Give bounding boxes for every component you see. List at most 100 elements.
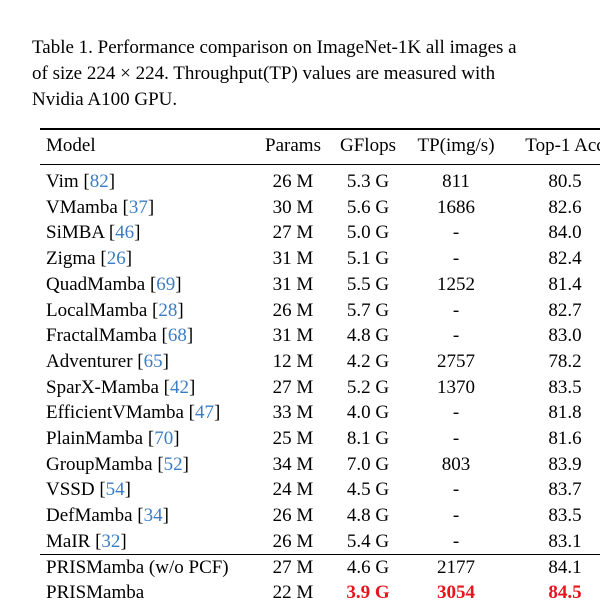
value-cell: 80.5 — [548, 171, 582, 192]
value-cell: 83.7 — [548, 479, 582, 501]
model-cell: EfficientVMamba [47] — [46, 401, 220, 425]
value-cell: 82.6 — [548, 196, 582, 218]
citation-number: 47 — [194, 402, 214, 424]
caption-line: Table 1. Performance comparison on Image… — [32, 37, 517, 58]
header-cell: Top-1 Acc — [525, 135, 600, 156]
value-cell: 26 M — [272, 530, 314, 552]
model-name: Vim — [46, 171, 79, 192]
value-cell: 31 M — [272, 248, 314, 270]
citation-number: 54 — [105, 479, 125, 501]
value-cell: 27 M — [272, 556, 314, 578]
value-cell: - — [452, 248, 460, 270]
model-name: Adventurer — [46, 350, 133, 372]
value-cell: 5.6 G — [346, 196, 390, 218]
value-cell: 1252 — [437, 273, 475, 295]
model-name: PRISMamba (w/o PCF) — [46, 556, 229, 578]
model-name: VSSD — [46, 479, 95, 501]
value-cell: 84.1 — [548, 556, 582, 578]
value-cell: 81.4 — [548, 273, 582, 295]
value-cell: 83.1 — [548, 530, 582, 552]
model-cell: PlainMamba [70] — [46, 427, 180, 451]
header-cell: GFlops — [340, 135, 396, 156]
model-cell: FractalMamba [68] — [46, 324, 193, 348]
value-cell: 1686 — [437, 196, 475, 218]
model-cell: PRISMamba — [46, 581, 144, 605]
model-cell: GroupMamba [52] — [46, 453, 189, 477]
citation-number: 26 — [106, 248, 126, 270]
header-cell: Params — [265, 135, 321, 156]
citation: [37] — [122, 196, 155, 218]
value-cell: - — [452, 299, 460, 321]
value-cell: 31 M — [272, 325, 314, 347]
value-cell: 83.5 — [548, 376, 582, 398]
group-rule — [40, 554, 600, 555]
header-cell: Model — [46, 135, 96, 156]
citation: [70] — [147, 428, 180, 449]
model-name: SparX-Mamba — [46, 376, 159, 398]
value-cell: - — [452, 505, 460, 527]
value-cell: 4.8 G — [346, 325, 390, 347]
citation-number: 52 — [163, 453, 183, 475]
value-cell: 7.0 G — [346, 453, 390, 475]
value-cell: 4.0 G — [346, 402, 390, 424]
model-name: GroupMamba — [46, 453, 153, 475]
value-cell: 12 M — [272, 350, 314, 372]
value-cell: 81.8 — [548, 402, 582, 424]
citation: [26] — [100, 248, 133, 270]
value-cell: 26 M — [272, 505, 314, 527]
citation: [28] — [152, 299, 184, 321]
value-cell: 4.5 G — [346, 479, 390, 501]
citation: [69] — [149, 273, 182, 295]
model-cell: Adventurer [65] — [46, 350, 169, 374]
value-cell: - — [452, 325, 460, 347]
value-cell: 4.2 G — [346, 350, 390, 372]
value-cell: 25 M — [272, 428, 314, 449]
model-cell: VSSD [54] — [46, 478, 131, 502]
value-cell: 5.0 G — [346, 222, 390, 244]
value-cell: 4.8 G — [346, 505, 390, 527]
value-cell: 5.5 G — [346, 273, 390, 295]
citation: [54] — [99, 479, 131, 501]
value-cell: 27 M — [272, 222, 314, 244]
value-cell: 3.9 G — [346, 582, 390, 604]
value-cell: 803 — [441, 453, 471, 475]
value-cell: 4.6 G — [346, 556, 390, 578]
model-name: EfficientVMamba — [46, 402, 184, 424]
model-name: PRISMamba — [46, 582, 145, 604]
citation-number: 68 — [167, 325, 187, 347]
value-cell: 2177 — [437, 556, 475, 578]
value-cell: - — [452, 530, 460, 552]
value-cell: 22 M — [272, 582, 314, 604]
value-cell: 5.3 G — [346, 171, 390, 192]
model-cell: SparX-Mamba [42] — [46, 376, 195, 400]
model-name: PlainMamba — [46, 428, 144, 449]
value-cell: 33 M — [272, 402, 314, 424]
value-cell: 84.0 — [548, 222, 582, 244]
model-name: QuadMamba — [46, 273, 146, 295]
citation-number: 82 — [89, 171, 109, 192]
top-rule — [40, 128, 600, 130]
value-cell: 3054 — [437, 582, 475, 604]
model-cell: Zigma [26] — [46, 247, 132, 271]
value-cell: 811 — [442, 171, 470, 192]
value-cell: 26 M — [272, 299, 314, 321]
citation: [68] — [161, 325, 194, 347]
citation-number: 46 — [115, 222, 135, 244]
value-cell: 82.7 — [548, 299, 582, 321]
citation: [47] — [188, 402, 221, 424]
value-cell: 31 M — [272, 273, 314, 295]
citation-number: 65 — [143, 350, 163, 372]
citation: [42] — [163, 376, 196, 398]
model-name: MaIR — [46, 530, 91, 552]
model-name: Zigma — [46, 248, 96, 270]
value-cell: 83.9 — [548, 453, 582, 475]
value-cell: 83.0 — [548, 325, 582, 347]
model-name: DefMamba — [46, 505, 133, 527]
citation: [32] — [95, 530, 127, 552]
value-cell: - — [452, 402, 460, 424]
model-cell: Vim [82] — [46, 170, 115, 194]
value-cell: 78.2 — [548, 350, 582, 372]
value-cell: 5.7 G — [346, 299, 390, 321]
model-name: LocalMamba — [46, 299, 148, 321]
